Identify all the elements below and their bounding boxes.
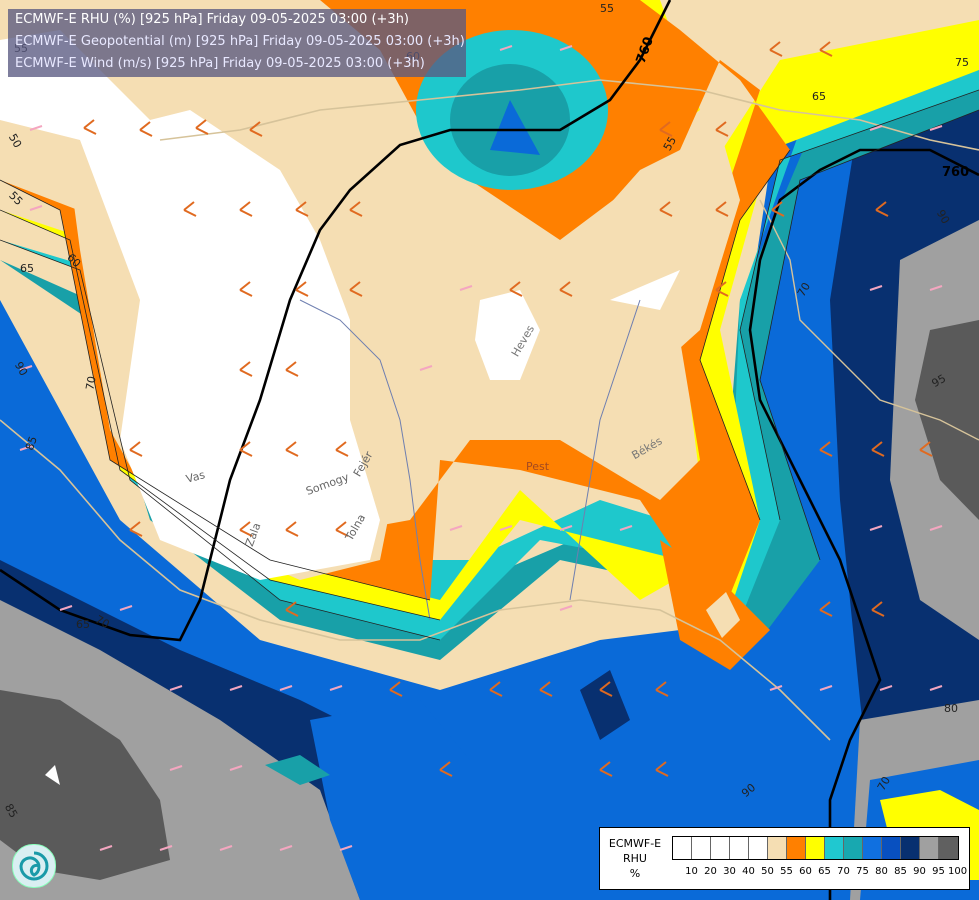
legend-label: 85 [894, 866, 907, 877]
legend-swatch [768, 837, 787, 859]
contour-label: 65 [76, 618, 90, 631]
legend-title-model: ECMWF-E [608, 837, 662, 850]
contour-label: 70 [875, 774, 893, 793]
legend-label: 90 [913, 866, 926, 877]
info-line-rhu: ECMWF-E RHU (%) [925 hPa] Friday 09-05-2… [15, 12, 409, 27]
legend-swatch [844, 837, 863, 859]
rhu-zone-white-small-2 [610, 270, 680, 310]
contour-label: 55 [661, 134, 679, 153]
map-info-header: ECMWF-E RHU (%) [925 hPa] Friday 09-05-2… [8, 9, 466, 77]
legend-swatch [749, 837, 768, 859]
rhu-zone-darkblue-south-cell [580, 670, 630, 740]
legend-swatch [806, 837, 825, 859]
contour-label: 65 [20, 262, 34, 275]
contour-label: 70 [93, 613, 112, 631]
contour-label: 70 [83, 375, 98, 391]
geopotential-label-east: 760 [942, 165, 969, 180]
legend-swatch [787, 837, 806, 859]
contour-label: 90 [934, 208, 952, 227]
contour-label: 90 [12, 360, 30, 379]
rhu-contour-lines [0, 89, 979, 641]
contour-label: 75 [955, 56, 969, 69]
legend-title-unit: % [629, 867, 641, 880]
contour-label: 65 [812, 90, 826, 103]
rhu-zone-darkgray-sw [0, 690, 170, 880]
legend-swatch [673, 837, 692, 859]
country-border-3 [759, 199, 979, 441]
rhu-zone-wheat-tongue [706, 592, 740, 638]
wind-barbs [19, 41, 943, 851]
contour-label: 95 [930, 372, 949, 390]
place-label-pest: Pest [526, 460, 550, 473]
river-tisza [569, 299, 641, 601]
legend-label: 40 [742, 866, 755, 877]
rhu-zone-darkgray-east [915, 320, 979, 520]
contour-label: 85 [23, 435, 40, 453]
legend-swatch [692, 837, 711, 859]
legend-label: 20 [704, 866, 717, 877]
legend-swatch [901, 837, 920, 859]
legend-label: 60 [799, 866, 812, 877]
legend-swatch-row [672, 836, 959, 860]
legend-swatch [882, 837, 901, 859]
legend-title-variable: RHU [623, 852, 647, 865]
legend-label: 65 [818, 866, 831, 877]
rhu-zone-white-core [0, 30, 380, 580]
rhu-cell-blue-north [490, 100, 540, 155]
contour-label: 80 [944, 702, 958, 715]
map-text-labels: 760 760 55 50 55 60 65 70 85 90 55 65 70… [2, 2, 969, 820]
rhu-zone-white-small [475, 290, 540, 380]
legend-swatch [825, 837, 844, 859]
legend-swatch [711, 837, 730, 859]
legend-label: 55 [780, 866, 793, 877]
contour-label: 70 [795, 280, 813, 299]
logo-icon [12, 844, 56, 888]
legend-swatch [939, 837, 958, 859]
country-border [0, 419, 831, 741]
contour-label: 85 [2, 802, 20, 821]
legend-swatch [920, 837, 939, 859]
geopotential-contour-east [748, 148, 979, 900]
info-line-geopotential: ECMWF-E Geopotential (m) [925 hPa] Frida… [15, 34, 465, 49]
info-line-wind: ECMWF-E Wind (m/s) [925 hPa] Friday 09-0… [15, 56, 425, 71]
legend-label: 10 [685, 866, 698, 877]
rhu-zone-teal-south-cell [265, 755, 330, 785]
legend-label: 50 [761, 866, 774, 877]
swirl-icon [19, 851, 49, 881]
contour-label: 50 [6, 132, 24, 151]
legend-title: ECMWF-E RHU % [600, 836, 670, 881]
legend-label: 30 [723, 866, 736, 877]
legend-label: 70 [837, 866, 850, 877]
legend-swatch [730, 837, 749, 859]
rhu-zone-blue-sw2 [310, 700, 480, 900]
river-danube [299, 299, 431, 621]
color-legend: ECMWF-E RHU % 10 20 30 40 50 55 60 65 70 75 80 85 90… [599, 827, 970, 890]
place-label-vas: Vas [185, 468, 207, 486]
legend-label-row: 10 20 30 40 50 55 60 65 70 75 80 85 90 95 100 [682, 866, 967, 877]
legend-label: 80 [875, 866, 888, 877]
contour-label: 55 [600, 2, 614, 15]
legend-swatch [863, 837, 882, 859]
legend-label: 75 [856, 866, 869, 877]
country-border-2 [159, 79, 979, 151]
geopotential-contour-west [0, 0, 672, 642]
legend-label: 95 [932, 866, 945, 877]
legend-label: 100 [948, 866, 968, 877]
rhu-zone-white-patch-sw [45, 765, 60, 785]
